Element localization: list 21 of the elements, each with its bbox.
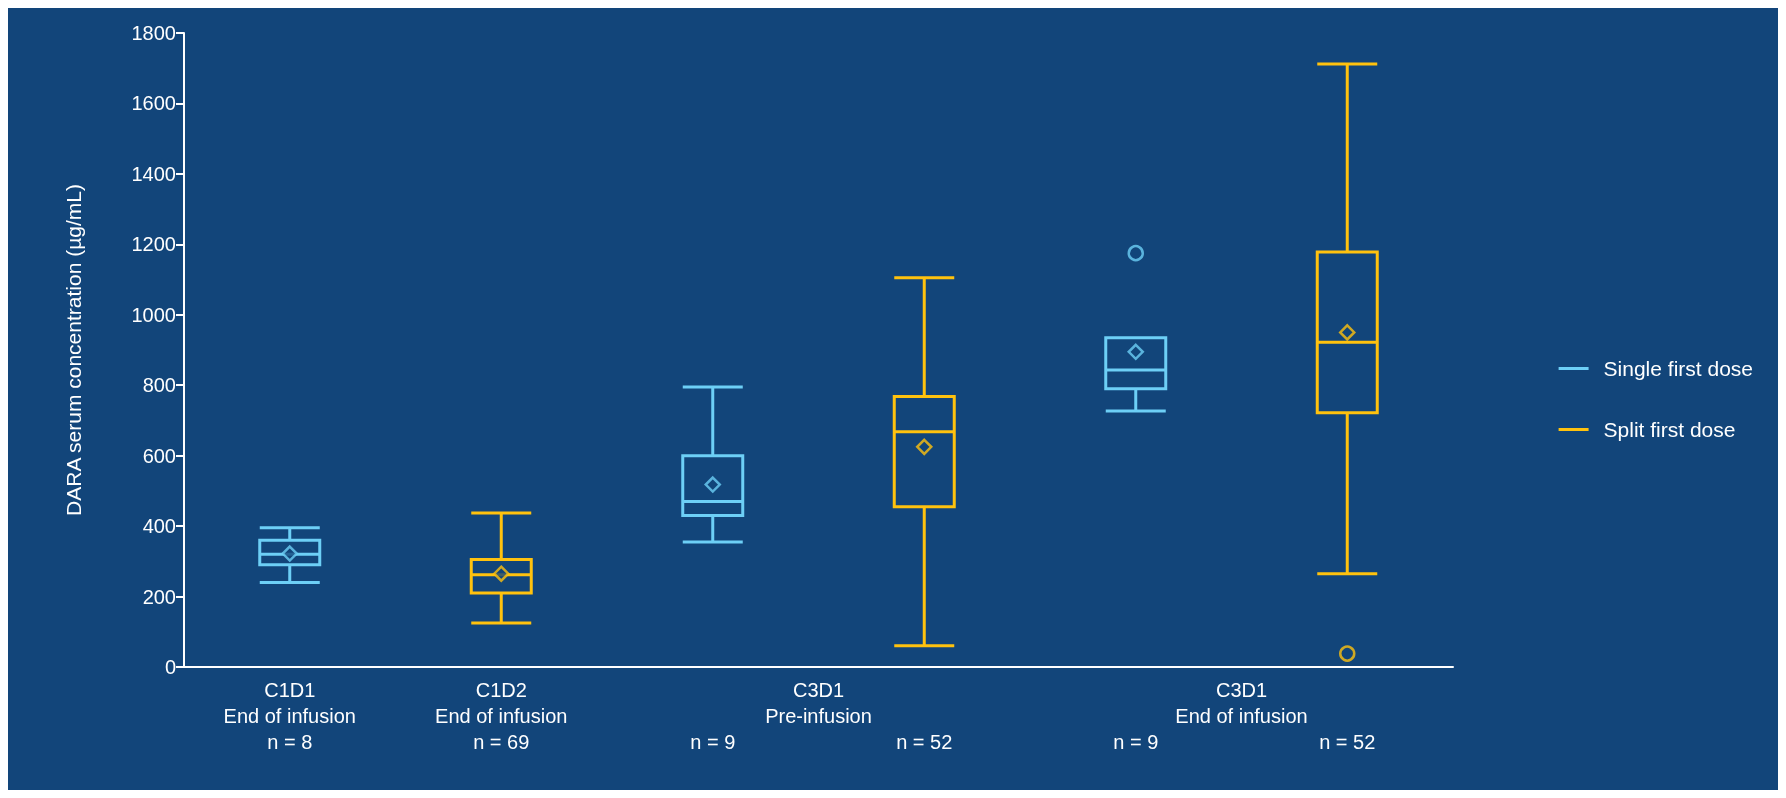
y-tick-label: 1400 [131, 162, 176, 185]
y-tick-label: 1200 [131, 233, 176, 256]
y-tick-label: 800 [142, 374, 176, 397]
y-tick-label: 1600 [131, 92, 176, 115]
x-tick-label: n = 52 [1319, 731, 1376, 753]
text: C3D1 End of infusion [1175, 679, 1308, 727]
y-tick-label: 1000 [131, 303, 176, 326]
x-tick-label: C1D1 End of infusion n = 8 [223, 679, 356, 753]
x-tick-label: n = 9 [1113, 731, 1159, 753]
x-tick-label: n = 52 [896, 731, 953, 753]
legend-label: Single first dose [1603, 357, 1754, 380]
y-tick-label: 400 [142, 515, 176, 538]
y-tick-label: 200 [142, 585, 176, 608]
y-tick-label: 600 [142, 444, 176, 467]
y-tick-label: 0 [164, 656, 176, 678]
text: C3D1 Pre-infusion [765, 679, 872, 727]
y-tick-label: 1800 [131, 22, 176, 44]
legend-label: Split first dose [1603, 418, 1736, 441]
y-axis-title: DARA serum concentration (µg/mL) [62, 184, 85, 516]
x-tick-label: n = 9 [690, 731, 736, 753]
x-tick-label: C1D2 End of infusion n = 69 [435, 679, 568, 753]
